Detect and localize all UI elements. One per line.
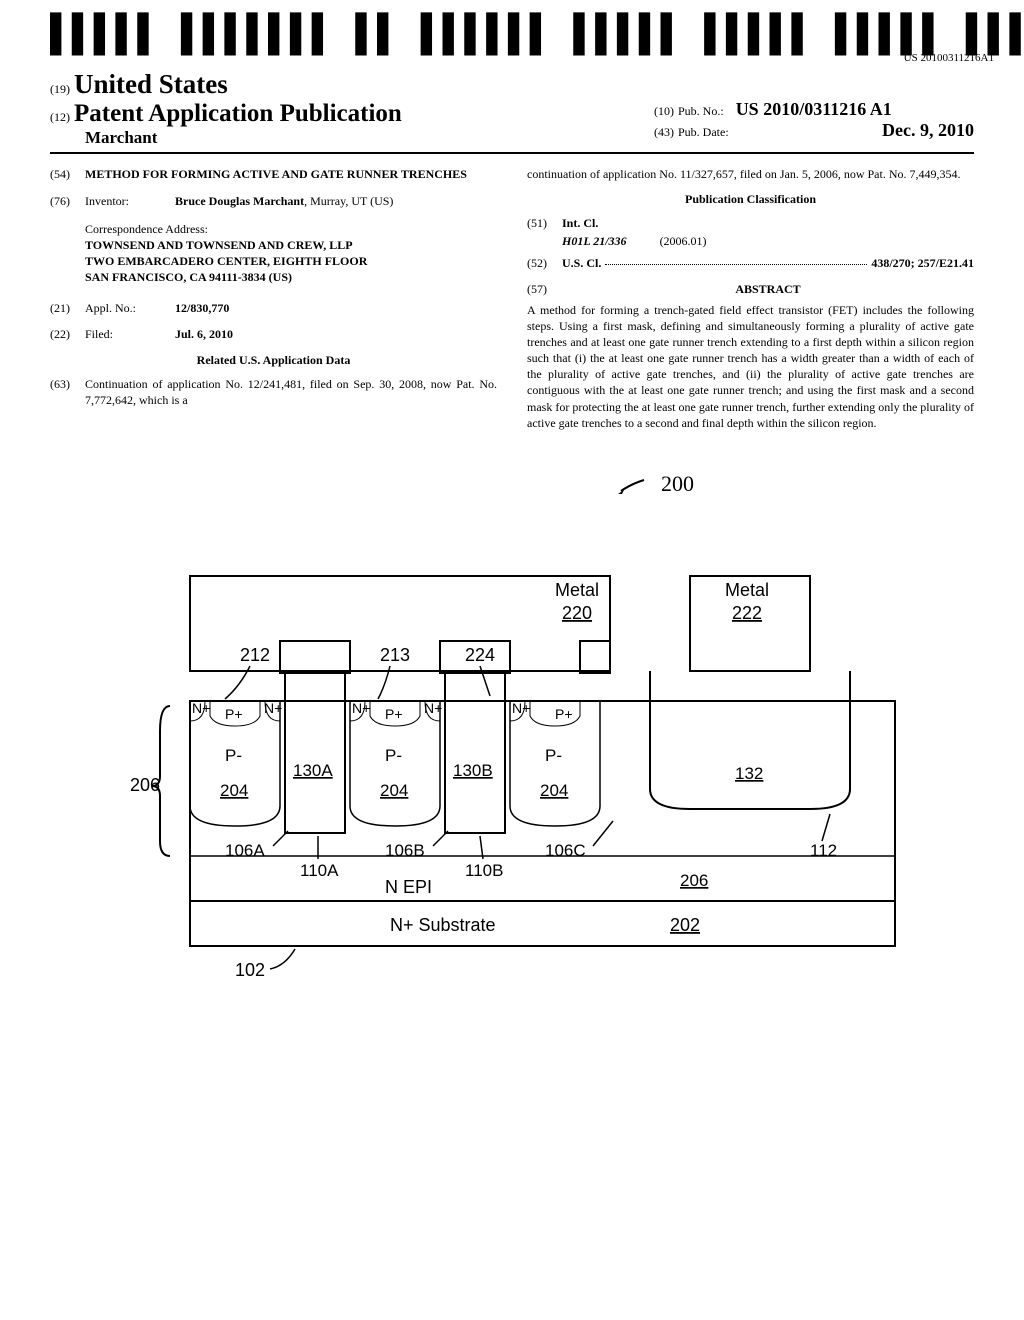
abstract-label: ABSTRACT [562, 281, 974, 297]
divider [50, 152, 974, 154]
svg-text:222: 222 [732, 603, 762, 623]
body-columns: (54) METHOD FOR FORMING ACTIVE AND GATE … [50, 166, 974, 431]
svg-text:P+: P+ [225, 706, 243, 722]
svg-text:P+: P+ [555, 706, 573, 722]
pubno-marker: (10) [654, 104, 674, 118]
svg-text:Metal: Metal [555, 580, 599, 600]
abstract-marker: (57) [527, 281, 562, 297]
svg-text:213: 213 [380, 645, 410, 665]
barcode: ▌▌▌▌▌ ▌▌▌▌▌▌▌ ▌▌ ▌▌▌▌▌▌ ▌▌▌▌▌ ▌▌▌▌▌ ▌▌▌▌… [50, 20, 1024, 50]
svg-text:N+: N+ [192, 700, 210, 716]
svg-text:130B: 130B [453, 761, 493, 780]
svg-text:N+: N+ [352, 700, 370, 716]
uscl-label: U.S. Cl. [562, 255, 601, 271]
barcode-area: ▌▌▌▌▌ ▌▌▌▌▌▌▌ ▌▌ ▌▌▌▌▌▌ ▌▌▌▌▌ ▌▌▌▌▌ ▌▌▌▌… [50, 20, 994, 64]
corr-label: Correspondence Address: [85, 221, 497, 237]
svg-text:N EPI: N EPI [385, 877, 432, 897]
figure: 200 206 N+ N+ P+ P- 204 130A [50, 471, 974, 1011]
pubdate-marker: (43) [654, 125, 674, 140]
svg-text:106B: 106B [385, 841, 425, 860]
svg-text:N+: N+ [424, 700, 442, 716]
svg-text:P+: P+ [385, 706, 403, 722]
svg-text:102: 102 [235, 960, 265, 980]
uscl-codes: 438/270; 257/E21.41 [871, 255, 974, 271]
svg-text:N+: N+ [264, 700, 282, 716]
svg-text:P-: P- [225, 746, 242, 765]
applno: 12/830,770 [175, 300, 497, 316]
corr-line2: TWO EMBARCADERO CENTER, EIGHTH FLOOR [85, 253, 497, 269]
header: (19) United States (12) Patent Applicati… [50, 69, 974, 148]
author: Marchant [85, 128, 402, 148]
patent-title: METHOD FOR FORMING ACTIVE AND GATE RUNNE… [85, 166, 497, 182]
pubno-label: Pub. No.: [678, 104, 724, 118]
pubdate-label: Pub. Date: [678, 125, 729, 140]
uscl-marker: (52) [527, 255, 562, 271]
inventor-loc: , Murray, UT (US) [304, 194, 393, 208]
corr-line3: SAN FRANCISCO, CA 94111-3834 (US) [85, 269, 497, 285]
svg-text:204: 204 [540, 781, 568, 800]
svg-text:P-: P- [545, 746, 562, 765]
corr-line1: TOWNSEND AND TOWNSEND AND CREW, LLP [85, 237, 497, 253]
filed: Jul. 6, 2010 [175, 326, 497, 342]
filed-label: Filed: [85, 326, 175, 342]
related-header: Related U.S. Application Data [50, 352, 497, 368]
svg-text:220: 220 [562, 603, 592, 623]
svg-text:106A: 106A [225, 841, 265, 860]
figure-svg: 206 N+ N+ P+ P- 204 130A N+ N+ P+ P- [130, 521, 950, 1001]
country: United States [74, 69, 228, 99]
cont-text2: continuation of application No. 11/327,6… [527, 166, 974, 182]
svg-text:Metal: Metal [725, 580, 769, 600]
intcl-marker: (51) [527, 215, 562, 231]
svg-text:224: 224 [465, 645, 495, 665]
svg-text:112: 112 [810, 841, 837, 860]
uscl-fill [605, 255, 867, 265]
applno-label: Appl. No.: [85, 300, 175, 316]
pub-type: Patent Application Publication [74, 100, 402, 127]
inventor-label: Inventor: [85, 193, 175, 209]
svg-text:110B: 110B [465, 861, 503, 880]
svg-text:212: 212 [240, 645, 270, 665]
intcl-label: Int. Cl. [562, 216, 598, 230]
svg-text:P-: P- [385, 746, 402, 765]
intcl-date: (2006.01) [660, 234, 707, 248]
right-column: continuation of application No. 11/327,6… [527, 166, 974, 431]
svg-text:202: 202 [670, 915, 700, 935]
svg-text:204: 204 [380, 781, 408, 800]
svg-text:132: 132 [735, 764, 763, 783]
inventor-name: Bruce Douglas Marchant [175, 194, 304, 208]
applno-marker: (21) [50, 300, 85, 316]
inventor-marker: (76) [50, 193, 85, 209]
svg-text:206: 206 [680, 871, 708, 890]
abstract-text: A method for forming a trench-gated fiel… [527, 302, 974, 432]
svg-text:130A: 130A [293, 761, 333, 780]
fig-200-label: 200 [616, 471, 695, 497]
svg-text:204: 204 [220, 781, 248, 800]
intcl-code: H01L 21/336 [562, 234, 627, 248]
cont-marker: (63) [50, 376, 85, 408]
svg-text:106C: 106C [545, 841, 586, 860]
svg-text:N+ Substrate: N+ Substrate [390, 915, 496, 935]
svg-text:206: 206 [130, 775, 160, 795]
pubclass-header: Publication Classification [527, 191, 974, 207]
filed-marker: (22) [50, 326, 85, 342]
left-column: (54) METHOD FOR FORMING ACTIVE AND GATE … [50, 166, 497, 431]
cont-text: Continuation of application No. 12/241,4… [85, 376, 497, 408]
pub-marker: (12) [50, 110, 70, 124]
svg-text:N+: N+ [512, 700, 530, 716]
pubdate: Dec. 9, 2010 [882, 120, 974, 141]
svg-text:110A: 110A [300, 861, 339, 880]
country-marker: (19) [50, 82, 70, 96]
pubno: US 2010/0311216 A1 [736, 99, 892, 119]
title-marker: (54) [50, 166, 85, 182]
